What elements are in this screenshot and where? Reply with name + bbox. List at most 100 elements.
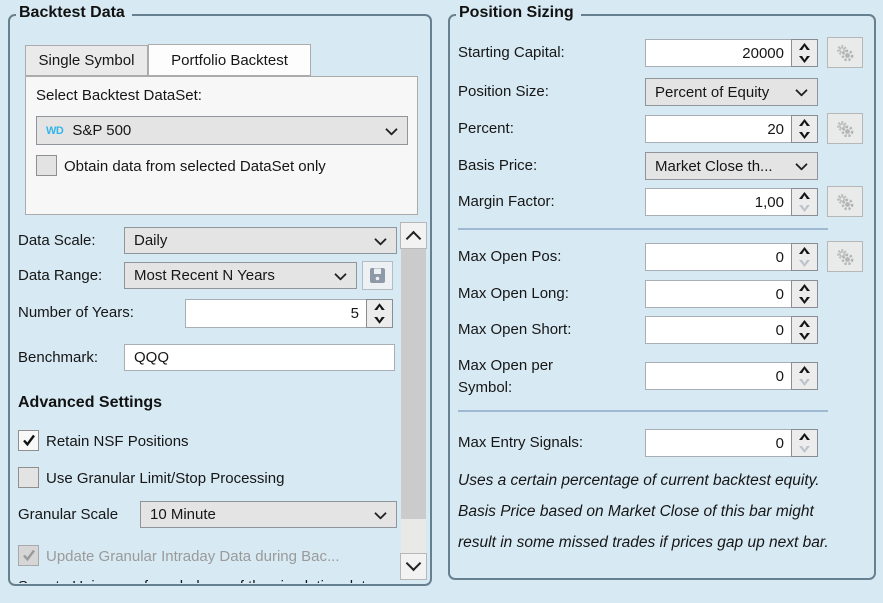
scrollbar-thumb[interactable] [401,249,426,519]
max-open-long-stepper[interactable]: 0 [645,280,818,308]
percent-gear-button[interactable] [827,113,863,144]
spin-up-button[interactable] [792,363,817,376]
up-arrow-icon [799,320,810,327]
tab-portfolio-backtest-label: Portfolio Backtest [171,51,288,69]
chevron-down-icon [334,267,347,281]
scroll-down-button[interactable] [400,553,427,580]
backtest-data-group: Backtest Data Single Symbol Portfolio Ba… [8,3,432,586]
spin-up-button[interactable] [792,189,817,202]
spinner-buttons[interactable] [791,362,818,390]
chevron-down-icon [795,158,808,171]
number-of-years-value: 5 [350,305,359,322]
backtest-data-title: Backtest Data [16,3,132,23]
data-range-combobox[interactable]: Most Recent N Years [124,262,357,289]
max-open-pos-stepper[interactable]: 0 [645,243,818,271]
spin-down-button[interactable] [367,314,392,328]
spin-down-button[interactable] [792,129,817,142]
position-size-value: Percent of Equity [655,83,770,101]
spin-up-button[interactable] [792,430,817,443]
max-open-short-stepper[interactable]: 0 [645,316,818,344]
chevron-down-icon [385,122,398,136]
spinner-buttons[interactable] [791,429,818,457]
retain-nsf-checkbox[interactable] [18,430,39,451]
basis-price-value: Market Close th... [655,157,773,175]
spinner-buttons[interactable] [791,188,818,216]
divider [458,228,828,230]
data-range-value: Most Recent N Years [134,267,275,284]
gear-icon [837,120,854,137]
spinner-buttons[interactable] [366,299,393,328]
margin-factor-label: Margin Factor: [458,193,555,210]
spin-up-button[interactable] [367,300,392,314]
spin-up-button[interactable] [792,281,817,294]
up-arrow-icon [799,119,810,126]
granular-scale-value: 10 Minute [150,506,216,523]
use-granular-checkbox[interactable] [18,467,39,488]
gear-icon [837,193,854,210]
down-arrow-icon [799,56,810,63]
data-scale-label: Data Scale: [18,232,96,249]
wealthdata-badge-icon: WD [46,124,64,137]
spinner-buttons[interactable] [791,115,818,143]
up-arrow-icon [799,192,810,199]
max-entry-signals-value: 0 [775,434,784,452]
save-range-button[interactable] [362,261,393,290]
spin-down-button[interactable] [792,53,817,66]
scrollbar[interactable] [400,222,427,580]
chevron-up-icon [405,230,422,247]
position-sizing-group: Position Sizing Starting Capital: 20000 … [448,3,876,580]
max-open-short-value: 0 [775,321,784,339]
number-of-years-label: Number of Years: [18,304,134,321]
save-icon [370,268,385,283]
checkmark-icon [22,434,35,447]
margin-factor-gear-button[interactable] [827,186,863,217]
data-range-label: Data Range: [18,267,103,284]
max-open-short-label: Max Open Short: [458,321,572,338]
data-scale-value: Daily [134,232,168,249]
percent-stepper[interactable]: 20 [645,115,818,143]
scroll-up-button[interactable] [400,222,427,249]
up-arrow-icon [799,247,810,254]
spin-up-button[interactable] [792,244,817,257]
dataset-combobox[interactable]: WD S&P 500 [36,116,408,145]
margin-factor-value: 1,00 [754,193,784,211]
position-size-combobox[interactable]: Percent of Equity [645,78,818,106]
max-open-per-symbol-stepper[interactable]: 0 [645,362,818,390]
spin-down-button [792,202,817,215]
spin-up-button[interactable] [792,40,817,53]
starting-capital-stepper[interactable]: 20000 [645,39,818,67]
spinner-buttons[interactable] [791,280,818,308]
percent-label: Percent: [458,120,514,137]
tab-single-symbol[interactable]: Single Symbol [25,45,148,76]
starting-capital-value: 20000 [742,44,784,62]
max-entry-signals-stepper[interactable]: 0 [645,429,818,457]
spin-up-button[interactable] [792,317,817,330]
dataset-value: S&P 500 [72,122,132,139]
spin-down-button[interactable] [792,294,817,307]
advanced-settings-heading: Advanced Settings [18,394,163,411]
basis-price-combobox[interactable]: Market Close th... [645,152,818,180]
gear-icon [837,248,854,265]
benchmark-input[interactable]: QQQ [124,344,395,371]
max-open-pos-gear-button[interactable] [827,241,863,272]
margin-factor-stepper[interactable]: 1,00 [645,188,818,216]
spinner-buttons[interactable] [791,39,818,67]
scrollbar-track[interactable] [401,519,426,553]
down-arrow-icon [799,132,810,139]
tab-portfolio-backtest[interactable]: Portfolio Backtest [148,44,311,76]
position-size-label: Position Size: [458,83,549,100]
data-scale-combobox[interactable]: Daily [124,227,397,254]
spinner-buttons[interactable] [791,243,818,271]
max-open-pos-label: Max Open Pos: [458,248,562,265]
obtain-data-checkbox[interactable] [36,155,57,176]
chevron-down-icon [405,555,422,572]
number-of-years-stepper[interactable]: 5 [185,299,393,328]
spin-down-button[interactable] [792,330,817,343]
spinner-buttons[interactable] [791,316,818,344]
up-arrow-icon [799,284,810,291]
starting-capital-gear-button[interactable] [827,37,863,68]
benchmark-label: Benchmark: [18,349,99,366]
spin-up-button[interactable] [792,116,817,129]
granular-scale-combobox[interactable]: 10 Minute [140,501,397,528]
